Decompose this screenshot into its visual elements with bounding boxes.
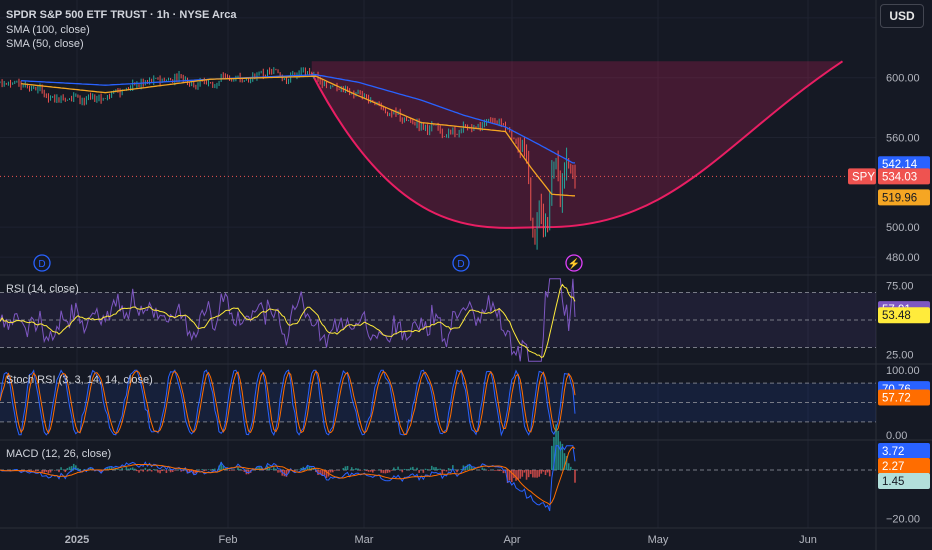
histogram-value-tag-bg (878, 473, 930, 489)
price-axis-tick: 560.00 (886, 133, 920, 145)
sma100-line (21, 74, 575, 164)
x-axis-tick: Apr (503, 534, 520, 546)
stoch-axis-tick: 0.00 (886, 430, 907, 442)
price-axis-tick: 500.00 (886, 222, 920, 234)
sma50-value-tag: 519.96 (882, 192, 917, 204)
rsi-ma-value-tag: 53.48 (882, 310, 911, 322)
x-axis-tick: Feb (219, 534, 238, 546)
macd-value-tag-bg (878, 443, 930, 459)
rsi-axis-tick: 75.00 (886, 281, 914, 293)
macd-axis-tick: −20.00 (886, 513, 920, 525)
x-axis-tick: Mar (355, 534, 374, 546)
dividend-marker (33, 254, 51, 272)
rsi-label[interactable]: RSI (14, close) (6, 283, 79, 295)
rsi-ma-line (0, 283, 576, 358)
earnings-marker (565, 254, 583, 272)
earnings-marker-label: ⚡ (568, 257, 580, 270)
stoch-axis-tick: 100.00 (886, 365, 920, 377)
sma100-value-tag-bg (878, 156, 930, 173)
price-value-tag: 534.03 (882, 171, 917, 183)
dividend-marker-label: D (38, 259, 45, 270)
cup-fill (311, 61, 843, 228)
sma100-value-tag: 542.14 (882, 159, 918, 171)
sma50-line (21, 75, 575, 197)
stoch-d-line (0, 369, 576, 436)
x-axis-tick: 2025 (65, 534, 89, 546)
sma50-legend[interactable]: SMA (50, close) (6, 38, 84, 50)
symbol-tag: SPY (852, 171, 875, 183)
sma100-legend[interactable]: SMA (100, close) (6, 24, 90, 36)
price-axis-tick: 480.00 (886, 252, 920, 264)
dividend-marker (452, 254, 470, 272)
price-value-tag-bg (878, 168, 930, 185)
price-axis-tick: 600.00 (886, 73, 920, 85)
x-axis-tick: Jun (799, 534, 817, 546)
macd-histogram (1, 424, 576, 484)
x-axis-tick: May (648, 534, 669, 546)
signal-line (0, 446, 576, 506)
stoch-d-value-tag-bg (878, 389, 930, 406)
histogram-value-tag: 1.45 (882, 476, 904, 488)
rsi-axis-tick: 25.00 (886, 349, 914, 361)
macd-value-tag: 3.72 (882, 446, 904, 458)
macd-label[interactable]: MACD (12, 26, close) (6, 448, 112, 460)
rsi-ma-value-tag-bg (878, 307, 930, 324)
stoch-d-value-tag: 57.72 (882, 393, 911, 405)
stoch-k-line (0, 369, 576, 437)
sma50-value-tag-bg (878, 189, 930, 206)
signal-value-tag: 2.27 (882, 461, 904, 473)
dividend-marker-label: D (457, 259, 464, 270)
symbol-tag-bg (848, 168, 876, 185)
currency-button[interactable]: USD (880, 4, 924, 28)
signal-value-tag-bg (878, 458, 930, 474)
symbol-title: SPDR S&P 500 ETF TRUST · 1h · NYSE Arca (6, 9, 237, 21)
rsi-line (0, 278, 576, 362)
stoch-rsi-label[interactable]: Stoch RSI (3, 3, 14, 14, close) (6, 374, 153, 386)
